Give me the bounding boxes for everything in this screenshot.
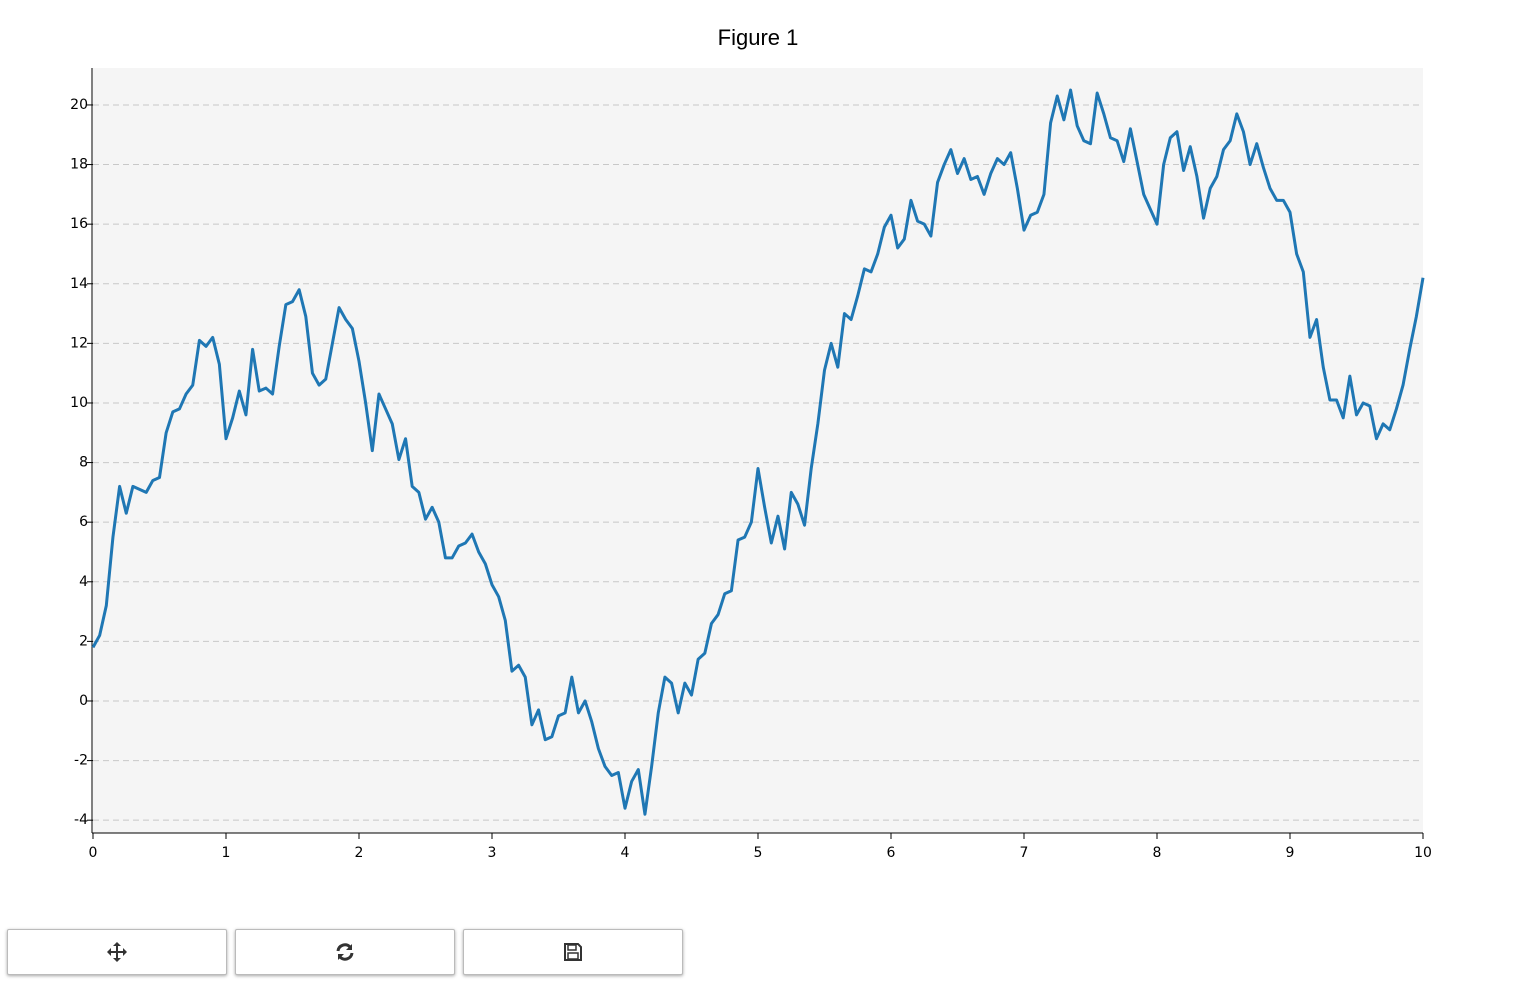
y-tick-label: 18: [70, 157, 88, 173]
x-tick-label: 10: [1414, 845, 1432, 861]
y-tick-label: -2: [74, 753, 88, 769]
x-tick-label: 3: [488, 845, 497, 861]
y-tick-label: 14: [70, 276, 88, 292]
x-tick-label: 2: [355, 845, 364, 861]
y-tick-label: 0: [79, 693, 88, 709]
chart-title: Figure 1: [718, 25, 799, 50]
y-tick-label: -4: [74, 812, 88, 828]
save-icon: [564, 943, 582, 961]
x-tick-label: 4: [621, 845, 630, 861]
y-tick-label: 8: [79, 455, 88, 471]
x-tick-label: 5: [754, 845, 763, 861]
x-tick-label: 6: [887, 845, 896, 861]
x-tick-label: 9: [1286, 845, 1295, 861]
reset-button[interactable]: [235, 929, 455, 975]
x-tick-label: 7: [1020, 845, 1029, 861]
x-tick-label: 1: [222, 845, 231, 861]
y-tick-label: 2: [79, 633, 88, 649]
data-line: [91, 88, 1425, 816]
y-tick-label: 6: [79, 514, 88, 530]
pan-button[interactable]: [7, 929, 227, 975]
y-tick-label: 12: [70, 335, 88, 351]
y-tick-label: 10: [70, 395, 88, 411]
move-icon: [107, 942, 127, 962]
y-tick-label: 20: [70, 97, 88, 113]
save-button[interactable]: [463, 929, 683, 975]
y-tick-label: 4: [79, 574, 88, 590]
x-tick-label: 8: [1153, 845, 1162, 861]
y-tick-label: 16: [70, 216, 88, 232]
plot-area: [93, 68, 1423, 833]
refresh-icon: [336, 943, 354, 961]
x-tick-label: 0: [89, 845, 98, 861]
